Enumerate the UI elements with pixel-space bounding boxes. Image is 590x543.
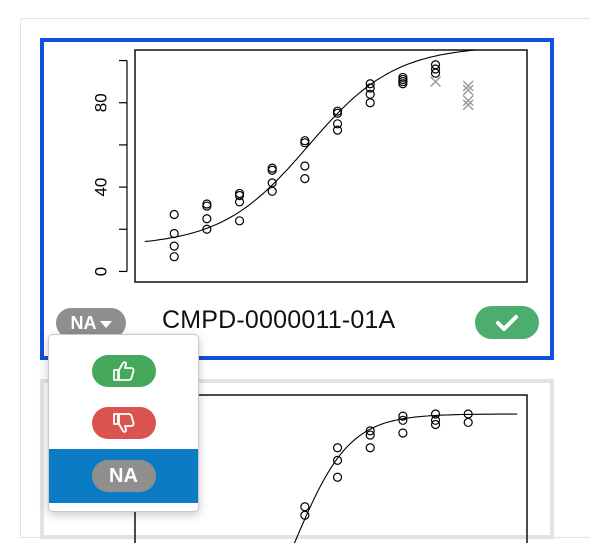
data-point (365, 430, 375, 440)
fit-curve (144, 50, 482, 243)
thumbs-up-icon (112, 361, 135, 381)
data-point (169, 209, 179, 220)
dose-response-plot: 0 40 80 (92, 49, 528, 283)
fit-curve (293, 413, 518, 543)
data-point (332, 472, 343, 482)
data-point (365, 443, 375, 453)
plot-frame (134, 49, 528, 283)
data-point (430, 415, 441, 425)
check-icon (496, 314, 518, 331)
flag-dropdown-menu: NA (48, 334, 199, 512)
reject-pill (91, 407, 156, 439)
data-point (202, 214, 212, 224)
data-point (332, 108, 343, 118)
data-point (267, 186, 277, 196)
plot-marks (293, 409, 518, 543)
flag-option-approve[interactable] (49, 349, 198, 393)
data-point (332, 125, 343, 135)
data-point (300, 138, 310, 148)
data-point (430, 68, 441, 78)
thumbs-down-icon (112, 413, 135, 433)
data-point (202, 199, 212, 209)
data-point (332, 443, 343, 453)
data-point (234, 197, 245, 207)
data-point (365, 98, 375, 108)
data-point (234, 216, 245, 226)
y-tick-label: 40 (92, 178, 111, 197)
flag-dropdown-toggle[interactable]: NA (56, 308, 126, 338)
caret-down-icon (99, 320, 112, 328)
data-point (169, 241, 179, 251)
data-point (398, 415, 408, 425)
data-point (430, 409, 441, 419)
data-point (300, 174, 310, 184)
plot-marks (144, 50, 482, 262)
curve-card-selected[interactable]: 0 40 80 CMPD-0000011-01A (40, 38, 554, 360)
y-axis: 0 40 80 (92, 59, 128, 276)
compound-id-label[interactable]: CMPD-0000011-01A (162, 306, 396, 334)
na-pill: NA (91, 460, 156, 492)
approve-pill (91, 355, 156, 387)
data-point (365, 79, 375, 89)
excluded-point (462, 84, 474, 96)
data-point (463, 417, 473, 428)
data-point (169, 252, 179, 262)
y-tick-label: 80 (92, 93, 111, 112)
approved-status-badge[interactable] (475, 306, 539, 339)
data-point (398, 411, 408, 421)
data-point (300, 161, 310, 171)
data-point (430, 419, 441, 430)
plot-border (134, 49, 528, 283)
data-point (332, 119, 343, 129)
data-point (332, 455, 343, 465)
data-point (398, 79, 408, 89)
data-point (300, 502, 310, 512)
flag-toggle-label: NA (70, 312, 97, 333)
data-point (267, 165, 277, 175)
flag-option-na[interactable]: NA (49, 449, 198, 503)
y-tick-label: 0 (92, 267, 111, 276)
excluded-point (430, 76, 442, 88)
data-point (430, 64, 441, 74)
excluded-point (462, 95, 474, 107)
data-point (398, 428, 408, 438)
flag-option-reject[interactable] (49, 401, 198, 445)
excluded-point (462, 99, 474, 111)
excluded-point (462, 80, 474, 92)
